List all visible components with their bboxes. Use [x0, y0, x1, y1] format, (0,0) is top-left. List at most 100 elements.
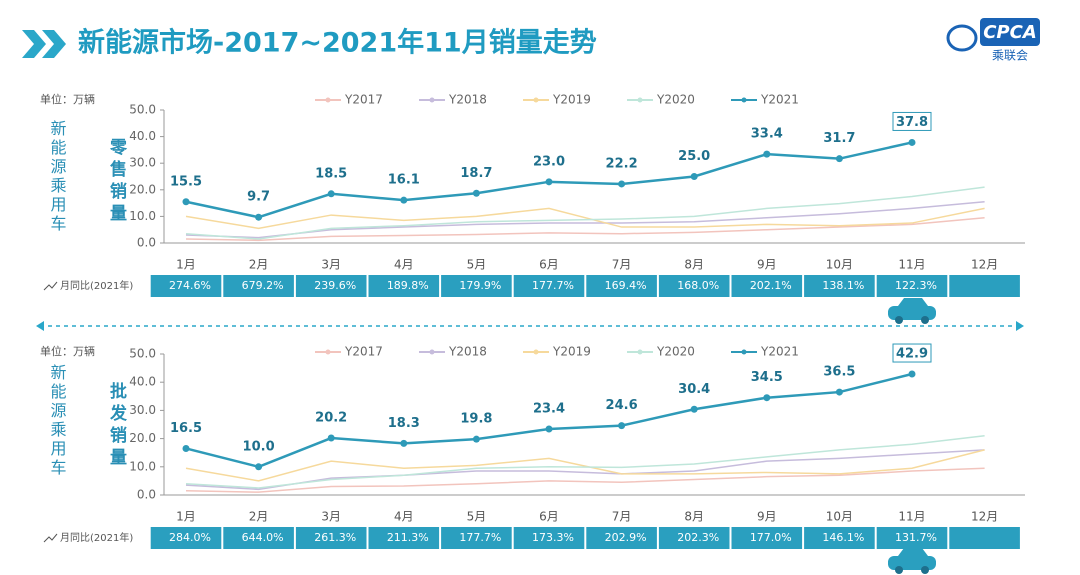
- legend-marker: [429, 97, 435, 103]
- x-tick-label: 2月: [249, 510, 269, 524]
- yoy-cell: [804, 527, 875, 549]
- legend-label: Y2021: [760, 93, 799, 107]
- x-tick-label: 10月: [826, 258, 853, 272]
- yoy-value: 179.9%: [459, 279, 501, 292]
- data-label: 18.3: [388, 416, 420, 431]
- y-tick-label: 30.0: [129, 403, 156, 417]
- yoy-value: 679.2%: [242, 279, 284, 292]
- data-label: 31.7: [823, 131, 855, 146]
- data-label: 10.0: [243, 439, 275, 454]
- x-tick-label: 5月: [467, 258, 487, 272]
- yoy-cell: [876, 527, 948, 549]
- yoy-cell: [586, 527, 657, 549]
- data-label: 22.2: [606, 156, 638, 171]
- yoy-value: 644.0%: [242, 531, 284, 544]
- point: [545, 425, 553, 433]
- point: [908, 138, 916, 146]
- yoy-cell: [295, 527, 367, 549]
- yoy-cell: [368, 275, 440, 297]
- yoy-cell: [731, 527, 803, 549]
- car-body: [888, 556, 936, 570]
- legend-label: Y2018: [448, 345, 487, 359]
- x-tick-label: 8月: [684, 510, 704, 524]
- yoy-value: 169.4%: [605, 279, 647, 292]
- legend-label: Y2018: [448, 93, 487, 107]
- yoy-label: 月同比(2021年): [60, 279, 133, 292]
- yoy-cell: [876, 275, 948, 297]
- yoy-value: 189.8%: [387, 279, 429, 292]
- point: [255, 463, 263, 471]
- logo: CPCA: [983, 22, 1037, 43]
- yoy-value: 138.1%: [822, 279, 864, 292]
- car-wheel: [895, 566, 903, 574]
- data-label: 18.7: [460, 166, 492, 181]
- y-tick-label: 10.0: [129, 459, 156, 473]
- point: [327, 190, 335, 198]
- series-line: [185, 449, 985, 482]
- car-top: [898, 298, 928, 306]
- legend-marker: [325, 97, 331, 103]
- legend-marker: [637, 97, 643, 103]
- point: [400, 196, 408, 204]
- x-tick-label: 7月: [612, 258, 632, 272]
- unit-label: 单位：万辆: [40, 92, 95, 106]
- data-label: 16.1: [388, 173, 420, 188]
- series-line: [185, 216, 985, 242]
- legend-marker: [533, 97, 539, 103]
- y-tick-label: 40.0: [129, 375, 156, 389]
- data-label: 30.4: [678, 382, 710, 397]
- yoy-cell: [949, 275, 1020, 297]
- yoy-value: 202.1%: [750, 279, 792, 292]
- point: [763, 394, 771, 402]
- point: [545, 178, 553, 186]
- y-tick-label: 20.0: [129, 182, 156, 196]
- series-line: [185, 449, 985, 491]
- yoy-cell: [368, 527, 440, 549]
- x-tick-label: 4月: [394, 258, 414, 272]
- logo-sub: 乘联会: [992, 49, 1028, 63]
- point: [182, 198, 190, 206]
- x-tick-label: 6月: [539, 258, 559, 272]
- yoy-cell: [150, 527, 222, 549]
- data-label: 25.0: [678, 149, 710, 164]
- label-box: [892, 343, 932, 363]
- side-label: 新能源乘用车: [48, 364, 67, 478]
- point: [327, 434, 335, 442]
- x-tick-label: 8月: [684, 258, 704, 272]
- x-tick-label: 12月: [971, 510, 998, 524]
- yoy-icon: [43, 533, 58, 543]
- x-tick-label: 3月: [321, 510, 341, 524]
- y-tick-label: 0.0: [137, 488, 156, 502]
- x-tick-label: 3月: [321, 258, 341, 272]
- logo-box: [980, 18, 1040, 46]
- yoy-value: 211.3%: [387, 531, 429, 544]
- legend-marker: [741, 97, 747, 103]
- x-tick-label: 10月: [826, 510, 853, 524]
- yoy-value: 122.3%: [895, 279, 937, 292]
- yoy-value: 274.6%: [169, 279, 211, 292]
- y-tick-label: 50.0: [129, 103, 156, 117]
- legend-marker: [325, 349, 331, 355]
- logo-icon: [946, 24, 978, 52]
- panel-title: 批发销量: [106, 381, 128, 470]
- data-label: 34.5: [751, 370, 783, 385]
- yoy-cell: [441, 275, 512, 297]
- yoy-cell: [150, 275, 222, 297]
- x-tick-label: 12月: [971, 258, 998, 272]
- x-tick-label: 6月: [539, 510, 559, 524]
- y-tick-label: 10.0: [129, 209, 156, 223]
- series-line: [185, 435, 985, 489]
- car-wheel: [895, 316, 903, 324]
- data-label: 20.2: [315, 411, 347, 426]
- yoy-value: 261.3%: [314, 531, 356, 544]
- y-tick-label: 30.0: [129, 156, 156, 170]
- yoy-label: 月同比(2021年): [60, 531, 133, 544]
- data-label: 24.6: [606, 398, 638, 413]
- legend-label: Y2021: [760, 345, 799, 359]
- legend-label: Y2017: [344, 93, 383, 107]
- yoy-value: 177.7%: [532, 279, 574, 292]
- data-label: 23.0: [533, 154, 565, 169]
- yoy-cell: [513, 275, 585, 297]
- series-line: [185, 467, 985, 493]
